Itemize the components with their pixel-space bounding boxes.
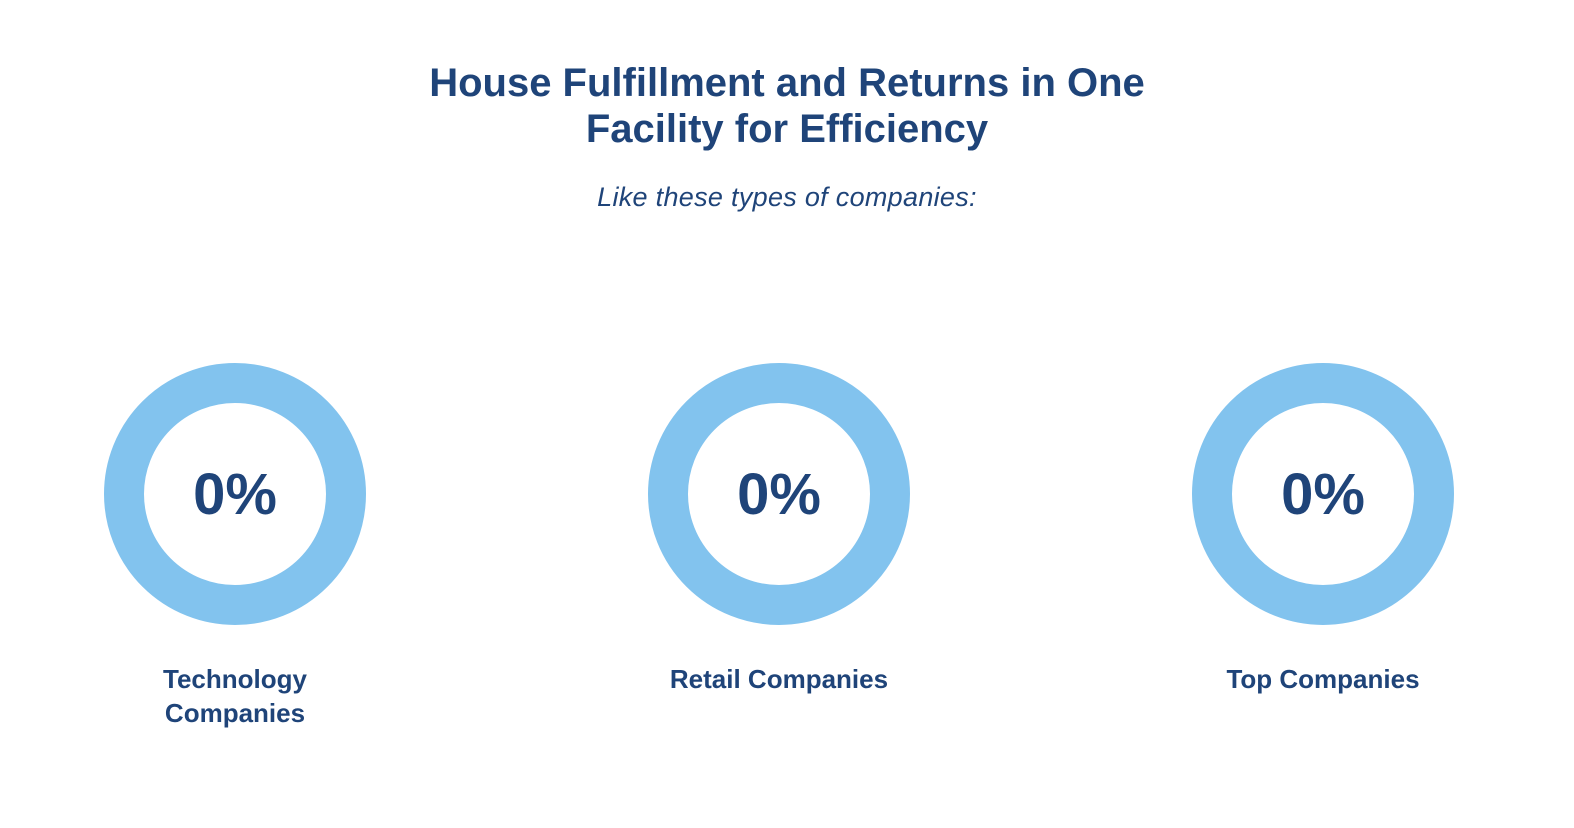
page-subtitle: Like these types of companies: — [597, 182, 977, 212]
stat-technology: 0% Technology Companies — [85, 362, 385, 730]
title-line-1: House Fulfillment and Returns in One — [429, 61, 1145, 105]
stat-retail: 0% Retail Companies — [629, 362, 929, 696]
donut-track — [1192, 363, 1454, 625]
donut-chart-technology: 0% — [104, 363, 366, 625]
stat-label: Technology Companies — [163, 664, 307, 728]
donut-percent-label: 0% — [1281, 462, 1365, 527]
page-title: House Fulfillment and Returns in One Fac… — [0, 60, 1574, 152]
donut-chart-retail: 0% — [648, 363, 910, 625]
donut-chart-top: 0% — [1192, 363, 1454, 625]
stat-label: Retail Companies — [669, 664, 889, 694]
donut-track — [648, 363, 910, 625]
donut-track — [104, 363, 366, 625]
stat-top: 0% Top Companies — [1173, 362, 1473, 696]
donut-percent-label: 0% — [737, 462, 821, 527]
title-line-2: Facility for Efficiency — [585, 107, 989, 151]
stat-label: Top Companies — [1226, 664, 1420, 694]
donut-percent-label: 0% — [193, 462, 277, 527]
